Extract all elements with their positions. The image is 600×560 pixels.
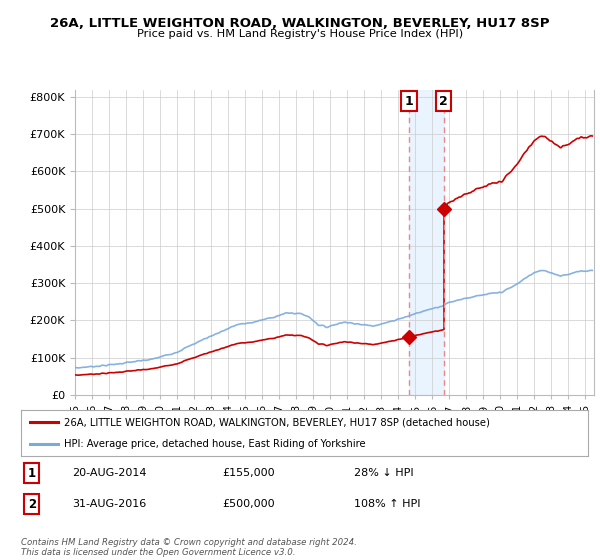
Text: 1: 1: [405, 95, 413, 108]
Bar: [409, 90, 443, 395]
Text: HPI: Average price, detached house, East Riding of Yorkshire: HPI: Average price, detached house, East…: [64, 439, 365, 449]
Text: 28% ↓ HPI: 28% ↓ HPI: [354, 468, 413, 478]
Text: Price paid vs. HM Land Registry's House Price Index (HPI): Price paid vs. HM Land Registry's House …: [137, 29, 463, 39]
Text: Contains HM Land Registry data © Crown copyright and database right 2024.
This d: Contains HM Land Registry data © Crown c…: [21, 538, 357, 557]
Text: £500,000: £500,000: [222, 499, 275, 509]
Text: 2: 2: [28, 497, 36, 511]
Text: 1: 1: [28, 466, 36, 480]
Text: 2: 2: [439, 95, 448, 108]
Text: 26A, LITTLE WEIGHTON ROAD, WALKINGTON, BEVERLEY, HU17 8SP (detached house): 26A, LITTLE WEIGHTON ROAD, WALKINGTON, B…: [64, 417, 490, 427]
Text: 20-AUG-2014: 20-AUG-2014: [72, 468, 146, 478]
Text: £155,000: £155,000: [222, 468, 275, 478]
Text: 108% ↑ HPI: 108% ↑ HPI: [354, 499, 421, 509]
Text: 26A, LITTLE WEIGHTON ROAD, WALKINGTON, BEVERLEY, HU17 8SP: 26A, LITTLE WEIGHTON ROAD, WALKINGTON, B…: [50, 17, 550, 30]
Text: 31-AUG-2016: 31-AUG-2016: [72, 499, 146, 509]
